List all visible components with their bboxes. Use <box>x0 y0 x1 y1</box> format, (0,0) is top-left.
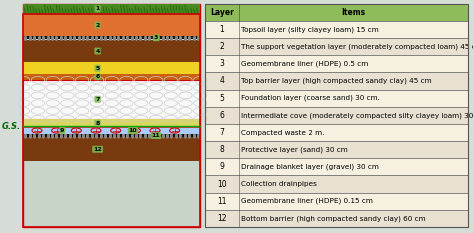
Text: Geomembrane liner (HDPE) 0.5 cm: Geomembrane liner (HDPE) 0.5 cm <box>241 61 369 67</box>
Text: 1: 1 <box>95 6 100 11</box>
Bar <box>23 4 200 14</box>
Bar <box>205 72 468 89</box>
Text: 7: 7 <box>219 128 224 137</box>
Text: 6: 6 <box>95 74 100 79</box>
Text: 9: 9 <box>219 162 224 171</box>
Bar <box>23 74 200 80</box>
Text: Drainage blanket layer (gravel) 30 cm: Drainage blanket layer (gravel) 30 cm <box>241 164 379 170</box>
Bar <box>23 4 200 227</box>
Bar <box>205 89 468 107</box>
Text: 3: 3 <box>154 35 158 40</box>
Bar <box>205 21 468 38</box>
Text: 12: 12 <box>217 214 227 223</box>
Text: Topsoil layer (silty clayey loam) 15 cm: Topsoil layer (silty clayey loam) 15 cm <box>241 26 379 33</box>
Bar <box>205 107 468 124</box>
Text: 6: 6 <box>219 111 224 120</box>
Bar <box>205 193 468 210</box>
Bar <box>23 134 200 137</box>
Text: 12: 12 <box>93 147 102 152</box>
Bar <box>205 55 468 72</box>
Bar <box>205 210 468 227</box>
Text: Items: Items <box>341 8 365 17</box>
Text: 10: 10 <box>217 180 227 188</box>
Bar <box>205 4 468 21</box>
Bar <box>205 158 468 175</box>
Text: 8: 8 <box>95 120 100 126</box>
Text: 5: 5 <box>95 66 100 71</box>
Text: Compacted waste 2 m.: Compacted waste 2 m. <box>241 130 325 136</box>
Bar <box>205 124 468 141</box>
Text: Geomembrane liner (HDPE) 0.15 cm: Geomembrane liner (HDPE) 0.15 cm <box>241 198 373 205</box>
Text: G.S.: G.S. <box>2 122 21 130</box>
Text: 7: 7 <box>95 97 100 102</box>
Bar <box>23 36 200 39</box>
Text: 2: 2 <box>219 42 224 51</box>
Text: 10: 10 <box>128 128 137 133</box>
Text: Layer: Layer <box>210 8 234 17</box>
Text: Foundation layer (coarse sand) 30 cm.: Foundation layer (coarse sand) 30 cm. <box>241 95 380 101</box>
Text: Top barrier layer (high compacted sandy clay) 45 cm: Top barrier layer (high compacted sandy … <box>241 78 432 84</box>
Text: 4: 4 <box>219 76 224 86</box>
Text: 1: 1 <box>219 25 224 34</box>
Bar <box>205 4 468 227</box>
Text: Intermediate cove (moderately compacted silty clayey loam) 30 cm.: Intermediate cove (moderately compacted … <box>241 112 474 119</box>
Bar <box>23 119 200 127</box>
Text: 3: 3 <box>219 59 224 68</box>
Bar <box>23 4 200 14</box>
Text: 11: 11 <box>217 197 227 206</box>
Text: 8: 8 <box>219 145 224 154</box>
Bar <box>205 175 468 193</box>
Text: 9: 9 <box>60 128 64 133</box>
Text: Bottom barrier (high compacted sandy clay) 60 cm: Bottom barrier (high compacted sandy cla… <box>241 215 426 222</box>
Text: Collection drainpipes: Collection drainpipes <box>241 181 317 187</box>
Text: 4: 4 <box>95 48 100 54</box>
Bar <box>23 14 200 36</box>
Bar <box>23 80 200 119</box>
Bar <box>23 40 200 62</box>
Bar <box>23 127 200 134</box>
Bar <box>205 38 468 55</box>
Bar <box>23 137 200 161</box>
Text: The support vegetation layer (moderately compacted loam) 45 cm: The support vegetation layer (moderately… <box>241 43 474 50</box>
Text: 2: 2 <box>95 23 100 28</box>
Text: 11: 11 <box>152 133 160 138</box>
Bar <box>23 62 200 74</box>
Text: Protective layer (sand) 30 cm: Protective layer (sand) 30 cm <box>241 147 348 153</box>
Bar <box>23 14 200 227</box>
Bar <box>205 141 468 158</box>
Text: 5: 5 <box>219 94 224 103</box>
